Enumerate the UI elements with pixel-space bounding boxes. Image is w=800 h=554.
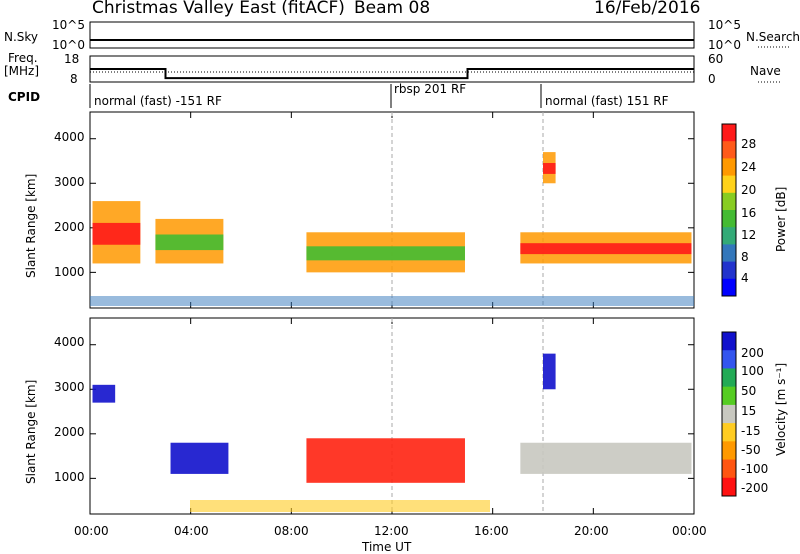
velocity-y-tick-label: 2000 bbox=[54, 425, 85, 439]
freq-label-line2: [MHz] bbox=[4, 64, 40, 78]
velocity-cbar-tick: 15 bbox=[741, 404, 757, 418]
power-near-range-noise bbox=[90, 296, 694, 306]
velocity-cbar-tick: -200 bbox=[741, 481, 769, 495]
nsky-label: N.Sky bbox=[4, 30, 39, 44]
x-tick-label: 16:00 bbox=[474, 524, 509, 538]
velocity-cbar-tick: -15 bbox=[741, 424, 761, 438]
freq-tick-high: 18 bbox=[64, 52, 80, 66]
power-colorbar-segment bbox=[722, 278, 736, 297]
nsearch-tick-low: 10^0 bbox=[708, 38, 741, 52]
velocity-cbar-tick: 50 bbox=[741, 384, 757, 398]
x-axis-label: Time UT bbox=[362, 540, 412, 554]
freq-tick-low: 8 bbox=[70, 72, 78, 86]
nave-label: Nave bbox=[750, 64, 781, 78]
nave-tick-high: 60 bbox=[708, 52, 724, 66]
velocity-colorbar-segment bbox=[722, 423, 736, 442]
power-cbar-tick: 20 bbox=[741, 183, 757, 197]
frequency-line bbox=[90, 68, 694, 80]
cpid-label: CPID bbox=[8, 90, 41, 104]
freq-label-line1: Freq. bbox=[8, 51, 38, 65]
power-colorbar-segment bbox=[722, 192, 736, 211]
velocity-echo-region bbox=[520, 442, 692, 474]
nsky-tick-high: 10^5 bbox=[52, 18, 85, 32]
nsky-tick-low: 10^0 bbox=[52, 38, 85, 52]
x-tick-label: 12:00 bbox=[374, 524, 409, 538]
power-colorbar-segment bbox=[722, 227, 736, 245]
power-colorbar-segment bbox=[722, 124, 736, 142]
velocity-cbar-tick: 100 bbox=[741, 364, 764, 378]
power-colorbar-segment bbox=[722, 175, 736, 194]
power-y-tick-label: 3000 bbox=[54, 175, 85, 189]
power-y-tick-label: 1000 bbox=[54, 265, 85, 279]
cpid-mode-2: rbsp 201 RF bbox=[394, 82, 467, 96]
velocity-echo-region bbox=[170, 442, 229, 474]
power-echo-core bbox=[155, 234, 224, 251]
power-colorbar-segment bbox=[722, 141, 736, 159]
x-tick-label: 00:00 bbox=[672, 524, 707, 538]
velocity-echo-region bbox=[543, 353, 556, 390]
power-cbar-tick: 8 bbox=[741, 250, 749, 264]
x-tick-label: 04:00 bbox=[174, 524, 209, 538]
power-cbar-tick: 12 bbox=[741, 228, 757, 242]
power-colorbar-segment bbox=[722, 261, 736, 280]
power-colorbar-segment bbox=[722, 158, 736, 177]
velocity-y-tick-label: 1000 bbox=[54, 470, 85, 484]
nsky-panel-frame bbox=[89, 21, 695, 49]
velocity-colorbar-segment bbox=[722, 459, 736, 479]
x-tick-label: 20:00 bbox=[574, 524, 609, 538]
x-tick-label: 08:00 bbox=[274, 524, 309, 538]
velocity-colorbar-segment bbox=[722, 404, 736, 424]
velocity-colorbar-segment bbox=[722, 441, 736, 461]
velocity-colorbar-frame bbox=[721, 331, 737, 497]
power-cbar-tick: 4 bbox=[741, 271, 749, 285]
velocity-cbar-tick: 200 bbox=[741, 346, 764, 360]
power-cbar-tick: 28 bbox=[741, 137, 757, 151]
cpid-mode-3: normal (fast) 151 RF bbox=[545, 94, 669, 108]
power-echo-core bbox=[543, 163, 556, 174]
power-cbar-tick: 24 bbox=[741, 160, 757, 174]
power-colorbar-frame bbox=[721, 123, 737, 297]
nsearch-label: N.Search bbox=[746, 30, 800, 44]
velocity-colorbar-segment bbox=[722, 477, 736, 497]
power-y-tick-label: 2000 bbox=[54, 220, 85, 234]
power-y-tick-label: 4000 bbox=[54, 130, 85, 144]
nave-tick-low: 0 bbox=[708, 72, 716, 86]
x-tick-label: 00:00 bbox=[74, 524, 109, 538]
cpid-mode-1: normal (fast) -151 RF bbox=[94, 94, 222, 108]
velocity-cbar-tick: -100 bbox=[741, 462, 769, 476]
date-label: 16/Feb/2016 bbox=[594, 0, 701, 18]
velocity-colorbar-segment bbox=[722, 332, 736, 351]
velocity-y-tick-label: 4000 bbox=[54, 335, 85, 349]
station-title: Christmas Valley East (fitACF) bbox=[92, 0, 345, 18]
velocity-echo-region bbox=[92, 384, 116, 403]
nsearch-tick-high: 10^5 bbox=[708, 18, 741, 32]
power-colorbar-segment bbox=[722, 210, 736, 228]
velocity-colorbar-segment bbox=[722, 386, 736, 406]
velocity-colorbar-segment bbox=[722, 368, 736, 388]
velocity-colorbar-segment bbox=[722, 350, 736, 369]
beam-label: Beam 08 bbox=[354, 0, 431, 18]
velocity-y-tick-label: 3000 bbox=[54, 380, 85, 394]
velocity-cbar-tick: -50 bbox=[741, 443, 761, 457]
velocity-near-range-noise bbox=[190, 500, 490, 512]
power-cbar-tick: 16 bbox=[741, 206, 757, 220]
power-echo-core bbox=[520, 243, 692, 255]
power-echo-core bbox=[92, 222, 141, 245]
power-echo-core bbox=[306, 246, 465, 261]
power-colorbar-segment bbox=[722, 244, 736, 263]
velocity-echo-region bbox=[306, 438, 465, 483]
